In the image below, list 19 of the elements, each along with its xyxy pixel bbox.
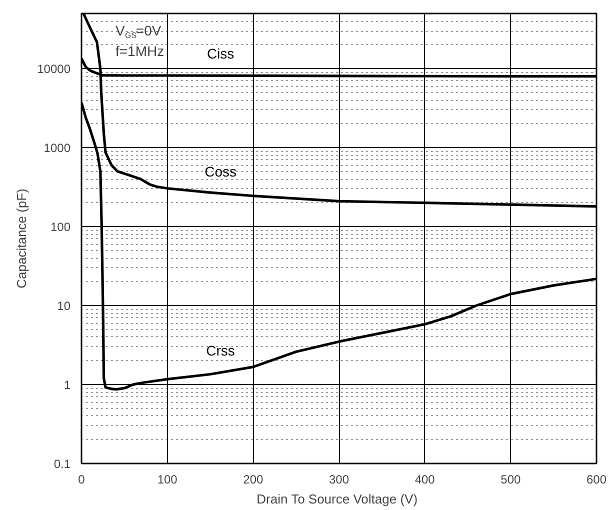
x-tick-label: 0 — [78, 472, 86, 486]
y-tick-label: 1000 — [44, 141, 71, 156]
y-tick-label: 1 — [64, 378, 71, 392]
y-tick-label: 100 — [50, 220, 71, 234]
x-tick-label: 600 — [586, 472, 607, 486]
series-label: Coss — [204, 163, 237, 180]
x-tick-label: 200 — [243, 472, 264, 486]
x-tick-label: 300 — [328, 472, 350, 486]
series-label: Crss — [206, 342, 235, 358]
y-tick-label: 10000 — [37, 62, 71, 76]
x-tick-label: 400 — [414, 472, 436, 486]
annotation: f=1MHz — [115, 42, 164, 59]
y-tick-label: 0.1 — [54, 457, 71, 471]
x-tick-label: 100 — [157, 472, 178, 486]
y-axis-title: Capacitance (pF) — [14, 188, 30, 288]
x-axis-title: Drain To Source Voltage (V) — [256, 492, 418, 506]
series-label: Ciss — [206, 46, 234, 62]
x-tick-label: 500 — [500, 472, 522, 486]
y-tick-label: 10 — [57, 299, 71, 314]
